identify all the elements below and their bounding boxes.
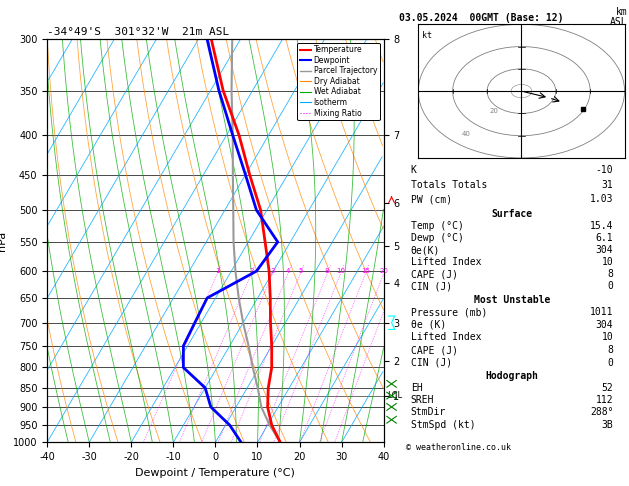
Text: Totals Totals: Totals Totals [411, 180, 487, 190]
Text: Pressure (mb): Pressure (mb) [411, 307, 487, 317]
Text: 5: 5 [298, 268, 303, 274]
Text: SREH: SREH [411, 395, 434, 405]
Text: CAPE (J): CAPE (J) [411, 269, 458, 279]
Text: 03.05.2024  00GMT (Base: 12): 03.05.2024 00GMT (Base: 12) [399, 13, 564, 23]
Text: 0: 0 [608, 281, 613, 292]
Text: Lifted Index: Lifted Index [411, 257, 481, 267]
Text: kt: kt [421, 31, 431, 40]
Text: 3B: 3B [601, 419, 613, 430]
Text: Most Unstable: Most Unstable [474, 295, 550, 305]
Text: θe(K): θe(K) [411, 245, 440, 255]
Text: StmSpd (kt): StmSpd (kt) [411, 419, 476, 430]
Text: CAPE (J): CAPE (J) [411, 345, 458, 355]
Text: -10: -10 [596, 165, 613, 175]
Legend: Temperature, Dewpoint, Parcel Trajectory, Dry Adiabat, Wet Adiabat, Isotherm, Mi: Temperature, Dewpoint, Parcel Trajectory… [298, 43, 380, 120]
Text: 8: 8 [608, 345, 613, 355]
Text: LCL: LCL [387, 391, 402, 400]
Text: 8: 8 [325, 268, 330, 274]
Text: km: km [616, 7, 628, 17]
Text: Dewp (°C): Dewp (°C) [411, 233, 464, 243]
Text: 288°: 288° [590, 407, 613, 417]
Text: 1: 1 [215, 268, 220, 274]
Text: StmDir: StmDir [411, 407, 446, 417]
Text: 0: 0 [608, 358, 613, 367]
Text: 15.4: 15.4 [590, 221, 613, 231]
Text: 31: 31 [601, 180, 613, 190]
Text: 8: 8 [608, 269, 613, 279]
Text: 304: 304 [596, 320, 613, 330]
Text: © weatheronline.co.uk: © weatheronline.co.uk [406, 443, 511, 452]
Text: Temp (°C): Temp (°C) [411, 221, 464, 231]
Text: θe (K): θe (K) [411, 320, 446, 330]
Text: K: K [411, 165, 416, 175]
Text: 10: 10 [336, 268, 345, 274]
Text: 4: 4 [286, 268, 290, 274]
Text: -34°49'S  301°32'W  21m ASL: -34°49'S 301°32'W 21m ASL [47, 27, 230, 37]
Text: 112: 112 [596, 395, 613, 405]
Text: 3: 3 [270, 268, 275, 274]
Text: 304: 304 [596, 245, 613, 255]
X-axis label: Dewpoint / Temperature (°C): Dewpoint / Temperature (°C) [135, 468, 296, 478]
Text: 10: 10 [601, 332, 613, 343]
Text: Surface: Surface [491, 208, 533, 219]
Text: CIN (J): CIN (J) [411, 281, 452, 292]
Text: 6.1: 6.1 [596, 233, 613, 243]
Text: EH: EH [411, 383, 423, 393]
Y-axis label: hPa: hPa [0, 230, 8, 251]
Text: 1.03: 1.03 [590, 194, 613, 204]
Text: 2: 2 [249, 268, 253, 274]
Text: 1011: 1011 [590, 307, 613, 317]
Text: 40: 40 [462, 131, 471, 137]
Text: Lifted Index: Lifted Index [411, 332, 481, 343]
Text: 15: 15 [361, 268, 370, 274]
Text: 20: 20 [489, 108, 498, 114]
Text: ASL: ASL [610, 17, 628, 27]
Text: 20: 20 [379, 268, 388, 274]
Text: PW (cm): PW (cm) [411, 194, 452, 204]
Text: Hodograph: Hodograph [486, 371, 538, 381]
Text: CIN (J): CIN (J) [411, 358, 452, 367]
Text: 10: 10 [601, 257, 613, 267]
Text: 52: 52 [601, 383, 613, 393]
